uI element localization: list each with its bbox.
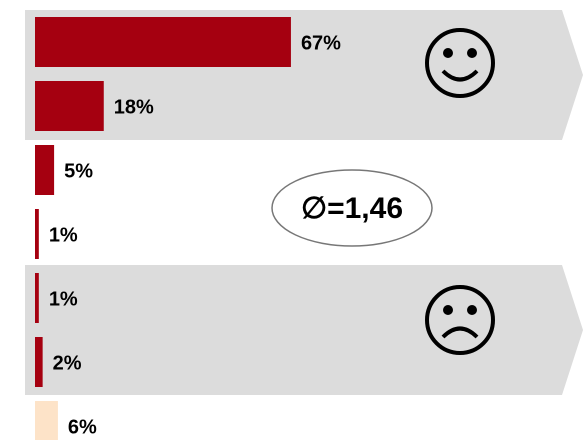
- value-label: 6%: [68, 416, 97, 438]
- value-label: 5%: [64, 160, 93, 182]
- bar: [35, 273, 39, 323]
- value-label: 1%: [49, 288, 78, 310]
- bar: [35, 401, 58, 440]
- average-ellipse: [271, 169, 433, 247]
- bar: [35, 209, 39, 259]
- value-label: 1%: [49, 224, 78, 246]
- bar: [35, 17, 291, 67]
- value-label: 67%: [301, 32, 341, 54]
- bar: [35, 337, 43, 387]
- value-label: 18%: [114, 96, 154, 118]
- bottom-band: [25, 265, 583, 395]
- bar: [35, 81, 104, 131]
- sad-face: [425, 285, 495, 355]
- value-label: 2%: [53, 352, 82, 374]
- happy-face: [425, 28, 495, 98]
- bar: [35, 145, 55, 195]
- average-annotation: ∅=1,46: [301, 192, 403, 225]
